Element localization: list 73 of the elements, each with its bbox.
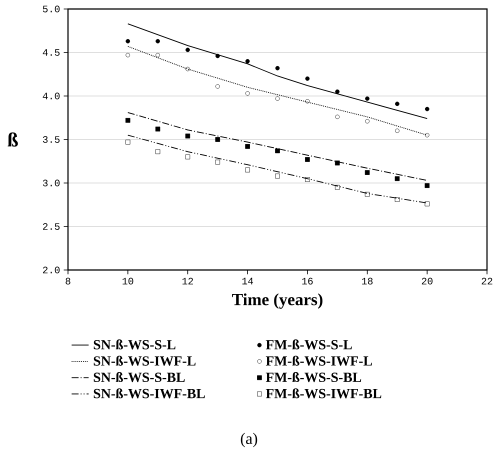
y-tick-label: 3.0 — [42, 180, 60, 186]
x-tick-label: 12 — [182, 278, 193, 284]
point — [394, 176, 400, 182]
point — [126, 52, 130, 58]
legend-label: SN-ß-WS-IWF-L — [94, 356, 196, 366]
point — [275, 96, 280, 101]
point — [395, 128, 400, 133]
point — [305, 177, 310, 182]
legend-label: FM-ß-WS-S-BL — [266, 372, 362, 382]
y-tick-label: 2.5 — [42, 223, 60, 230]
point — [334, 184, 340, 190]
point — [365, 96, 370, 101]
point — [424, 106, 430, 112]
y-tick-label: 3.5 — [42, 136, 60, 143]
point — [275, 174, 280, 178]
point — [335, 114, 340, 120]
point — [395, 102, 400, 106]
x-tick-label: 22 — [482, 278, 492, 284]
x-tick-label: 18 — [362, 278, 373, 285]
y-tick-label: 5.0 — [42, 6, 60, 12]
point — [186, 66, 190, 72]
x-tick-label: 8 — [66, 278, 70, 285]
point — [275, 148, 280, 154]
point — [394, 197, 400, 202]
point — [275, 66, 280, 70]
line-series — [127, 23, 428, 120]
legend-label: SN-ß-WS-IWF-BL — [94, 388, 205, 398]
point — [156, 52, 160, 58]
point — [334, 160, 340, 166]
point — [365, 119, 370, 124]
point — [156, 38, 160, 44]
point — [215, 54, 220, 58]
point — [305, 99, 310, 104]
point — [155, 149, 160, 154]
point — [305, 76, 310, 81]
point — [305, 157, 310, 162]
point — [245, 59, 250, 64]
point — [186, 48, 190, 52]
line-series — [127, 134, 428, 204]
point — [364, 192, 370, 197]
legend-label: SN-ß-WS-S-L — [94, 339, 176, 350]
point — [245, 168, 250, 172]
point — [215, 84, 220, 89]
point — [185, 154, 190, 160]
legend-label: FM-ß-WS-S-L — [266, 339, 352, 350]
point — [364, 170, 370, 175]
point — [125, 140, 130, 144]
x-tick-label: 10 — [122, 278, 134, 285]
point — [245, 91, 250, 96]
x-tick-label: 16 — [302, 278, 313, 285]
x-tick-label: 20 — [422, 278, 433, 285]
point — [155, 126, 160, 132]
point — [215, 160, 220, 165]
point — [215, 137, 220, 142]
legend-label: SN-ß-WS-S-BL — [94, 372, 185, 382]
point — [424, 132, 430, 138]
point — [424, 183, 430, 188]
point — [424, 201, 430, 206]
y-tick-label: 4.5 — [42, 49, 60, 56]
y-tick-label: 2.0 — [42, 266, 60, 274]
legend-label: FM-ß-WS-IWF-BL — [266, 388, 382, 398]
line-series — [127, 112, 428, 181]
y-axis-title: ß — [8, 132, 18, 147]
point — [126, 38, 130, 44]
point — [125, 118, 130, 123]
y-tick-label: 4.0 — [42, 92, 60, 100]
point — [335, 89, 340, 94]
point — [245, 144, 250, 149]
point — [185, 134, 190, 138]
x-axis-title: Time (years) — [232, 293, 322, 309]
text: (a) — [240, 432, 258, 448]
x-tick-label: 14 — [242, 278, 254, 284]
legend-label: FM-ß-WS-IWF-L — [266, 356, 372, 366]
